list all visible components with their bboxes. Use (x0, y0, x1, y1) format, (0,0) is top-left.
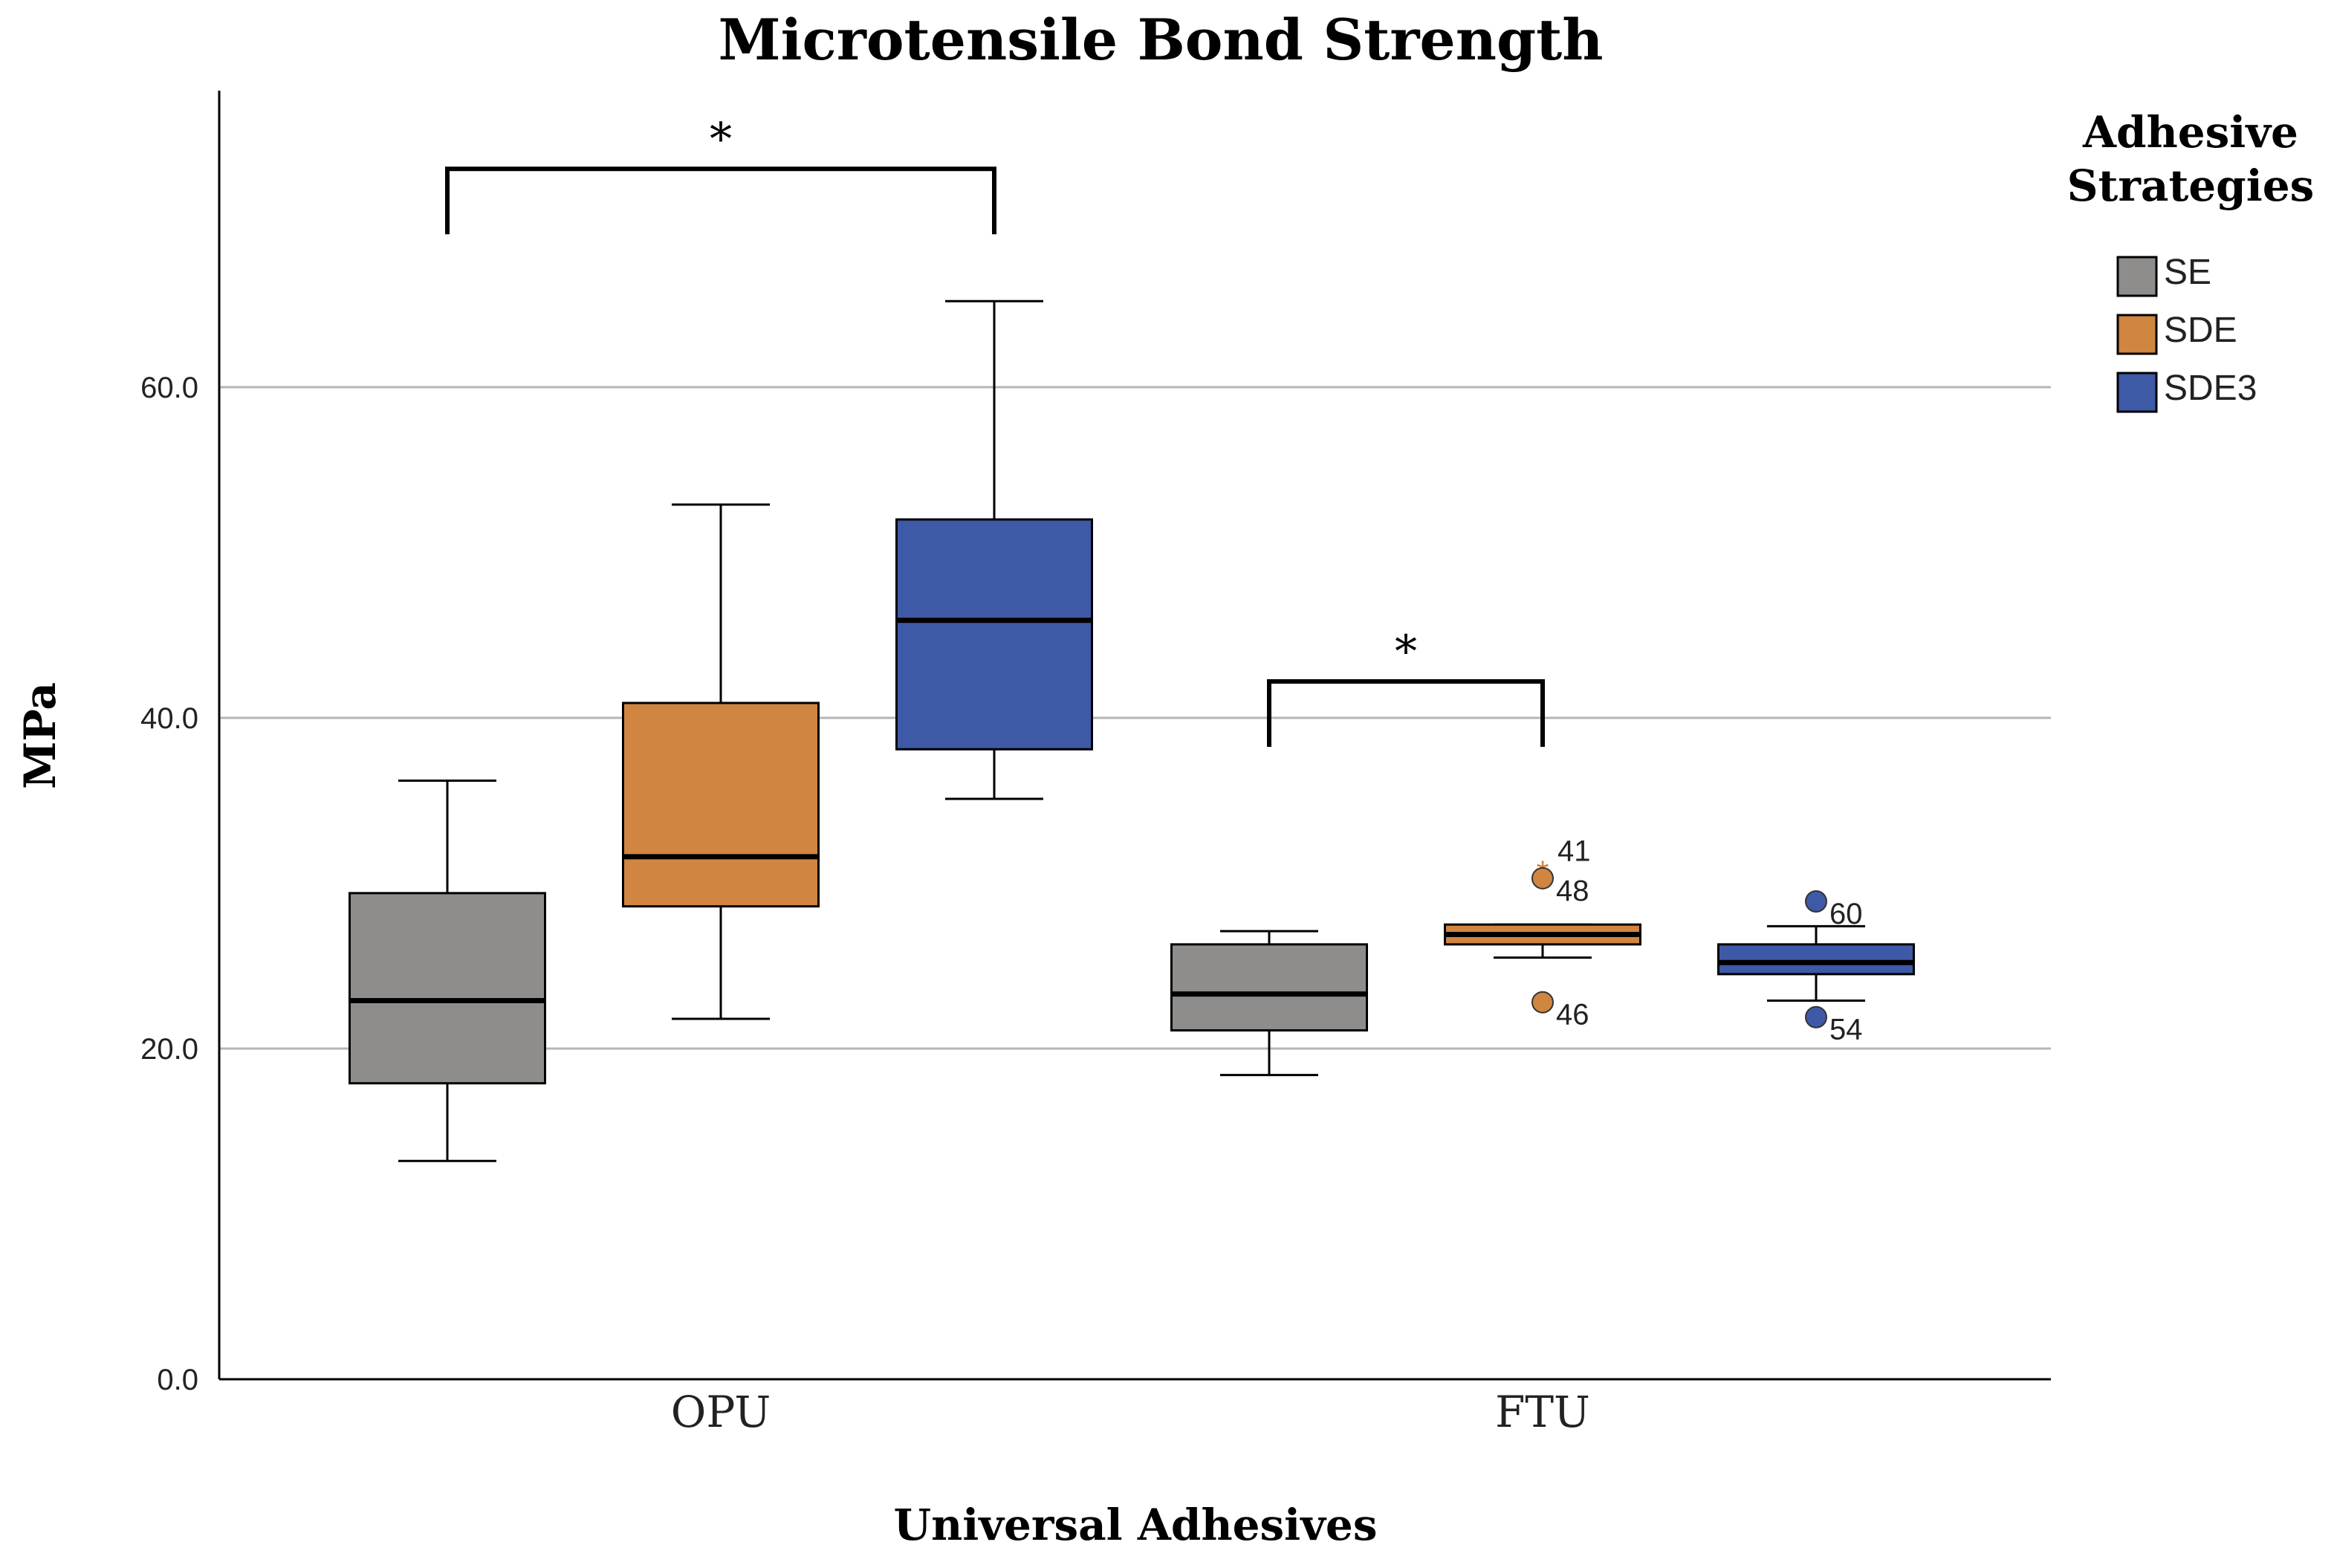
significance-bracket (1267, 679, 1545, 748)
box-se-ftu (1170, 930, 1368, 1077)
box-iqr (622, 702, 820, 908)
significance-bracket (445, 166, 996, 235)
y-axis-title: MPa (15, 682, 65, 789)
x-axis-title: Universal Adhesives (894, 1500, 1378, 1550)
x-category-label: FTU (1495, 1387, 1590, 1437)
box-iqr (895, 518, 1093, 751)
legend-swatch-sde (2116, 314, 2158, 355)
box-sde-opu (622, 503, 820, 1020)
outlier-label: 60 (1829, 898, 1863, 930)
boxes: * 41 48 46 60 54 (349, 299, 1915, 1162)
outlier-label: 48 (1556, 875, 1589, 907)
box-iqr (1170, 943, 1368, 1032)
y-tick-label: 20.0 (140, 1033, 198, 1066)
legend-swatch-se (2116, 256, 2158, 297)
legend-label: SE (2164, 253, 2211, 292)
chart-title: Microtensile Bond Strength (719, 7, 1604, 73)
y-tick-label: 0.0 (157, 1364, 198, 1396)
outlier-label: 41 (1557, 835, 1591, 867)
box-sde3-ftu: 60 54 (1717, 890, 1915, 1046)
outlier-label: 46 (1556, 999, 1589, 1031)
x-category-labels: OPU FTU (671, 1387, 1590, 1437)
box-iqr (1717, 943, 1915, 976)
legend-title: Strategies (2067, 161, 2315, 211)
significance-star: * (1395, 626, 1417, 678)
outlier-label: 54 (1829, 1014, 1863, 1046)
box-se-opu (349, 780, 546, 1162)
outlier-point (1531, 866, 1554, 890)
y-ticks: 0.0 20.0 40.0 60.0 (140, 372, 198, 1396)
outlier-point (1805, 1005, 1827, 1028)
box-sde3-opu (895, 299, 1093, 800)
legend-swatch-sde3 (2116, 372, 2158, 413)
x-category-label: OPU (671, 1387, 771, 1437)
y-tick-label: 40.0 (140, 702, 198, 735)
box-iqr (349, 892, 546, 1085)
outlier-point (1805, 890, 1827, 913)
legend-label: SDE (2164, 311, 2237, 350)
legend-label: SDE3 (2164, 369, 2257, 408)
legend-title: Adhesive (2082, 107, 2298, 158)
y-tick-label: 60.0 (140, 372, 198, 404)
significance-star: * (710, 113, 732, 165)
significance-brackets: ** (445, 113, 1545, 748)
outlier-point (1531, 991, 1554, 1014)
